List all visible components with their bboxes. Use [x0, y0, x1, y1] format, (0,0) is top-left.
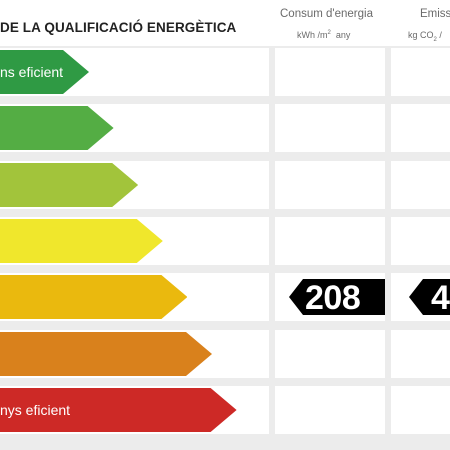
emission-badge-shape — [409, 279, 450, 316]
rating-arrow-shape — [0, 331, 212, 376]
rating-row — [0, 329, 450, 378]
rating-arrow — [0, 331, 212, 376]
rating-arrow-shape — [0, 387, 237, 432]
rating-row — [0, 160, 450, 209]
header-background — [0, 0, 450, 46]
emission-cell — [391, 329, 450, 378]
energy-column-title: Consum d'energia — [280, 8, 373, 20]
emission-cell — [391, 48, 450, 96]
energy-cell — [275, 385, 385, 434]
rating-arrow-shape — [0, 50, 89, 94]
rating-arrow — [0, 275, 188, 320]
energy-value: 208 — [305, 279, 361, 318]
emission-cell — [391, 160, 450, 209]
rating-row — [0, 216, 450, 265]
energy-badge-shape — [289, 279, 385, 316]
energy-cell — [275, 329, 385, 378]
rating-row — [0, 104, 450, 153]
rating-arrow — [0, 218, 163, 263]
rating-arrow-shape — [0, 275, 188, 320]
energy-cell — [275, 160, 385, 209]
page-title: DE LA QUALIFICACIÓ ENERGÈTICA — [0, 20, 237, 35]
energy-cell — [275, 216, 385, 265]
rating-arrow-label: nys eficient — [0, 401, 71, 418]
emission-cell — [391, 216, 450, 265]
rating-arrow — [0, 106, 114, 151]
rating-row: nys eficient — [0, 385, 450, 434]
rating-arrow-shape — [0, 162, 139, 207]
rating-row: 208 4 — [0, 273, 450, 322]
rating-row: ns eficient — [0, 48, 450, 96]
emission-column-unit: kg CO2 / — [408, 30, 442, 43]
rating-arrow — [0, 162, 139, 207]
emission-column-title: Emissi — [420, 8, 450, 20]
rating-arrow: nys eficient — [0, 387, 237, 432]
energy-cell — [275, 104, 385, 153]
rating-arrow: ns eficient — [0, 50, 89, 94]
energy-value-badge: 208 — [289, 279, 385, 318]
emission-value: 4 — [431, 279, 450, 316]
rating-arrow-shape — [0, 218, 163, 263]
emission-value-badge: 4 — [409, 279, 450, 316]
rating-arrow-shape — [0, 106, 114, 151]
emission-cell — [391, 385, 450, 434]
energy-cell — [275, 48, 385, 96]
energy-column-unit: kWh /m2 any — [297, 30, 351, 40]
emission-cell — [391, 104, 450, 153]
rating-arrow-label: ns eficient — [0, 64, 64, 80]
